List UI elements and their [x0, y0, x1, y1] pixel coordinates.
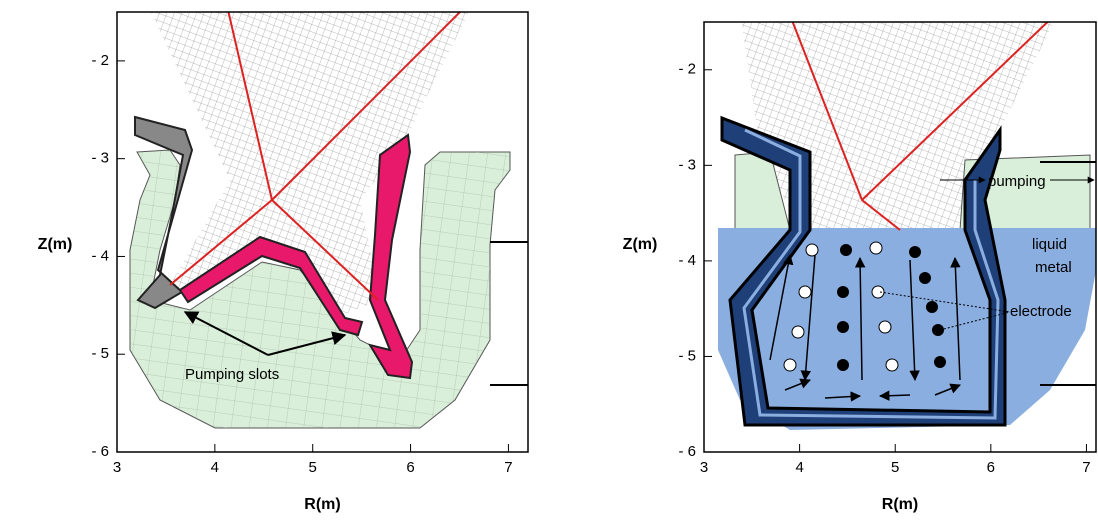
y-tick-label: - 2	[678, 61, 696, 78]
annotation: electrode	[1010, 303, 1072, 320]
annotation: liquid	[1032, 236, 1067, 253]
y-tick-label: - 4	[91, 247, 109, 264]
annotation: pumping	[988, 173, 1046, 190]
y-tick-label: - 6	[678, 443, 696, 460]
panel-2-drawing	[718, 10, 1098, 430]
y-axis-label: Z(m)	[623, 236, 658, 253]
x-axis-label: R(m)	[304, 496, 340, 513]
x-tick-label: 5	[891, 459, 899, 476]
x-tick-label: 6	[406, 459, 414, 476]
y-tick-label: - 5	[91, 345, 109, 362]
x-tick-label: 5	[309, 459, 317, 476]
y-tick-label: - 4	[678, 252, 696, 269]
y-tick-label: - 6	[91, 443, 109, 460]
annotation: Pumping slots	[185, 366, 279, 383]
x-tick-label: 3	[700, 459, 708, 476]
annotation: metal	[1035, 259, 1072, 276]
x-tick-label: 3	[113, 459, 121, 476]
x-tick-label: 4	[795, 459, 803, 476]
y-tick-label: - 3	[91, 150, 109, 167]
x-tick-label: 4	[211, 459, 219, 476]
x-axis-label: R(m)	[882, 496, 918, 513]
x-tick-label: 7	[1082, 459, 1090, 476]
figure: Pumping slots pumping liquid metal elect…	[0, 0, 1098, 520]
y-tick-label: - 5	[678, 347, 696, 364]
y-tick-label: - 3	[678, 156, 696, 173]
x-tick-label: 7	[504, 459, 512, 476]
y-tick-label: - 2	[91, 52, 109, 69]
x-tick-label: 6	[987, 459, 995, 476]
y-axis-label: Z(m)	[38, 236, 73, 253]
